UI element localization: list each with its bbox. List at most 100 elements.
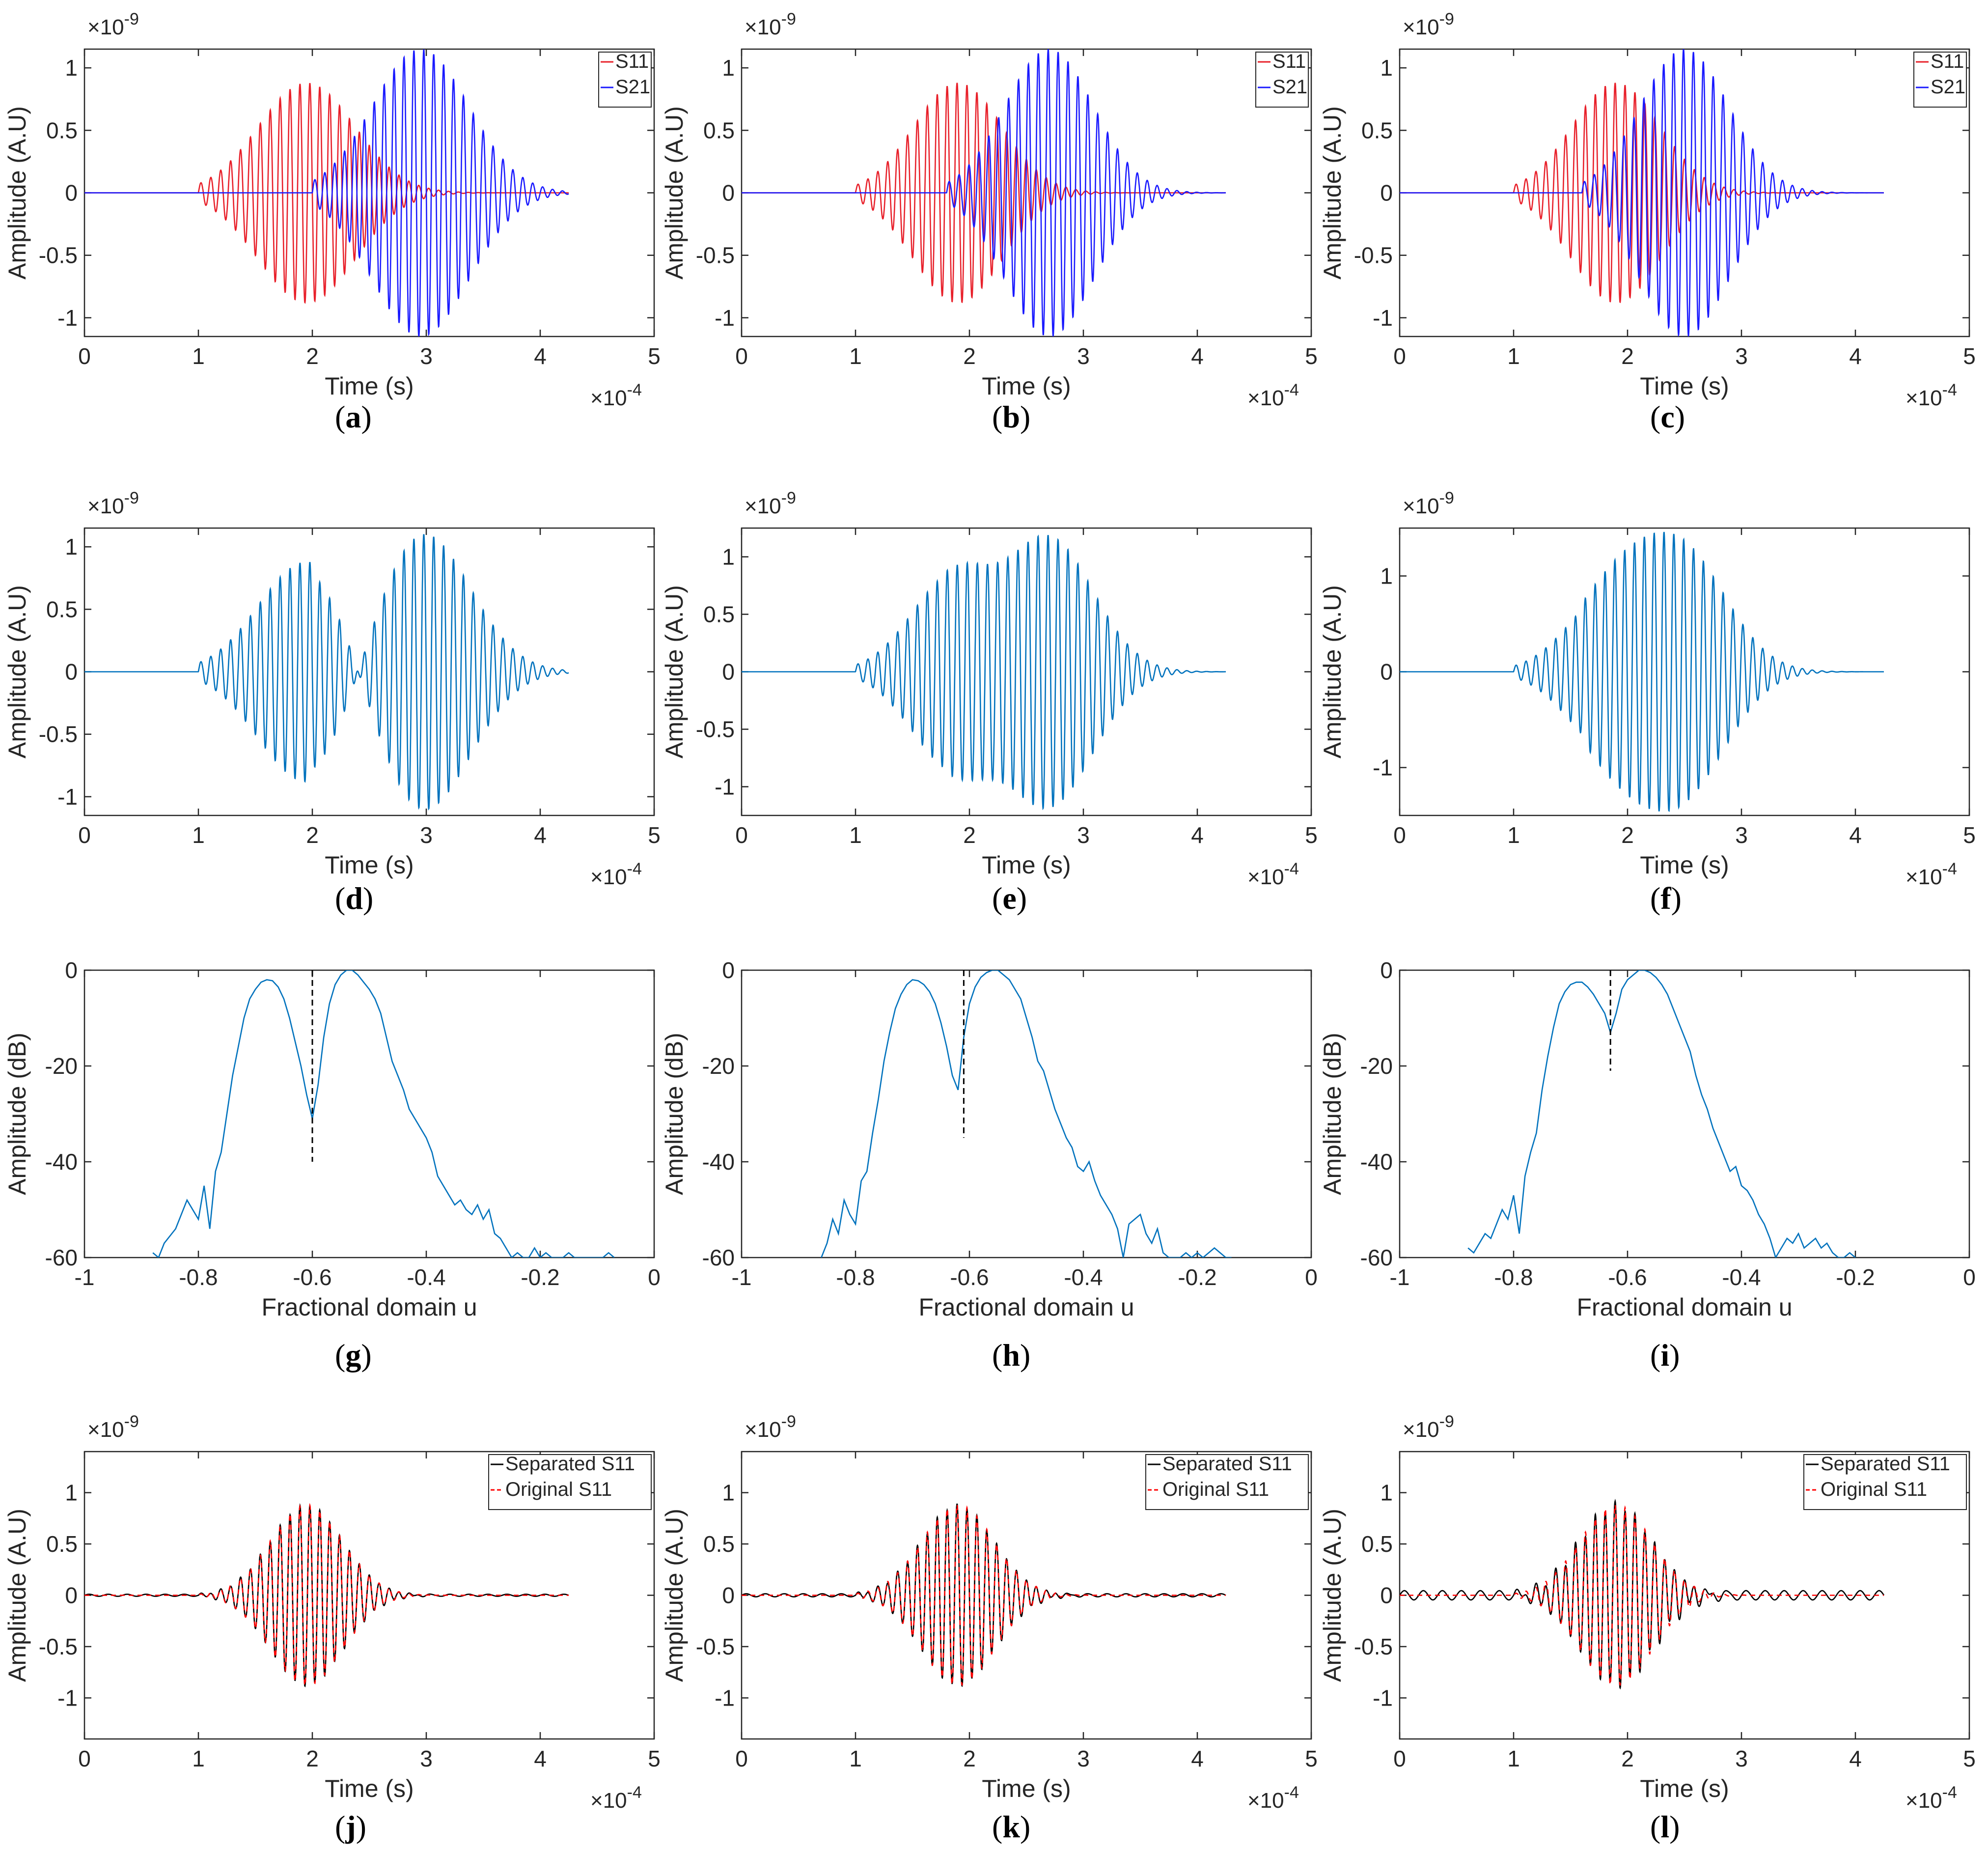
x-exponent-label: ×10-4 <box>1247 860 1299 889</box>
legend: Separated S11 Original S11 <box>488 1453 652 1510</box>
chart-a: 0 1 2 3 4 5 -1 -0.5 0 0.5 1 Time (s) Amplitude (A.U)… <box>3 10 661 434</box>
x-tick-label: -0.2 <box>1178 1264 1216 1290</box>
series-line-original-s11 <box>742 1502 1226 1686</box>
chart-e: 0 1 2 3 4 5 -1 -0.5 0 0.5 1 Time (s) Amplitude (A.U)… <box>661 489 1318 916</box>
y-tick-label: -1 <box>1373 755 1393 781</box>
y-exponent-label: ×10-9 <box>87 1412 139 1442</box>
series-line-frft-spectrum <box>1467 970 1856 1258</box>
x-tick-label: -0.8 <box>1494 1264 1533 1290</box>
x-tick-label: 0 <box>1305 1264 1318 1290</box>
chart-k: 0 1 2 3 4 5 -1 -0.5 0 0.5 1 Time (s) Amplitude (A.U)… <box>661 1412 1318 1844</box>
y-tick-label: 1 <box>722 55 735 81</box>
x-tick-label: 3 <box>1735 343 1748 369</box>
x-axis-label: Time (s) <box>1640 372 1729 400</box>
chart-i: -1 -0.8 -0.6 -0.4 -0.2 0 -60 -40 -20 0 Fractional … <box>1319 957 1976 1373</box>
chart-h: -1 -0.8 -0.6 -0.4 -0.2 0 -60 -40 -20 0 Fractional … <box>661 957 1318 1373</box>
y-tick-label: -1 <box>57 305 78 331</box>
y-tick-label: 0.5 <box>46 596 78 622</box>
y-tick-label: -0.5 <box>1354 243 1393 268</box>
x-tick-label: 2 <box>963 343 976 369</box>
x-tick-label: 1 <box>1507 343 1520 369</box>
y-axis-label: Amplitude (A.U) <box>1319 585 1346 758</box>
x-tick-label: 4 <box>1849 822 1862 848</box>
x-tick-label: 3 <box>420 1746 433 1771</box>
x-exponent-label: ×10-4 <box>1247 381 1299 410</box>
legend-label: Separated S11 <box>1821 1453 1950 1475</box>
x-tick-label: 3 <box>1735 822 1748 848</box>
legend-label: Original S11 <box>1162 1479 1269 1500</box>
x-tick-label: 2 <box>1621 822 1634 848</box>
y-tick-label: 0 <box>65 659 78 685</box>
y-tick-label: 1 <box>722 1480 735 1506</box>
x-tick-label: 2 <box>1621 1746 1634 1771</box>
chart-b: 0 1 2 3 4 5 -1 -0.5 0 0.5 1 Time (s) Amplitude (A.U)… <box>661 10 1318 434</box>
x-tick-label: 4 <box>1191 1746 1204 1771</box>
legend-label: S21 <box>1272 76 1307 98</box>
y-axis-label: Amplitude (A.U) <box>661 106 688 280</box>
y-axis-label: Amplitude (A.U) <box>1319 1509 1346 1682</box>
y-tick-label: -60 <box>702 1245 735 1270</box>
x-tick-label: 4 <box>1849 343 1862 369</box>
x-tick-label: 4 <box>534 343 547 369</box>
series-group <box>821 970 1232 1258</box>
panel-caption: (j) <box>335 1809 366 1844</box>
series-line-separated-s11 <box>84 1503 569 1687</box>
y-tick-label: 0 <box>65 1583 78 1608</box>
x-tick-label: -1 <box>1390 1264 1410 1290</box>
x-axis-label: Time (s) <box>1640 851 1729 879</box>
plot-area <box>83 969 655 1259</box>
x-tick-label: -0.8 <box>179 1264 218 1290</box>
x-exponent-label: ×10-4 <box>1247 1783 1299 1813</box>
panel-caption: (d) <box>335 881 373 916</box>
y-tick-label: -1 <box>1373 1685 1393 1710</box>
x-tick-label: 5 <box>1963 343 1976 369</box>
x-tick-label: 0 <box>1393 343 1406 369</box>
y-axis-label: Amplitude (dB) <box>661 1033 688 1195</box>
y-tick-label: 0 <box>722 659 735 685</box>
series-group <box>84 49 569 336</box>
x-tick-label: 0 <box>1393 1746 1406 1771</box>
legend-label: Original S11 <box>505 1479 612 1500</box>
series-line-s11-s21 <box>742 534 1226 811</box>
x-tick-label: 5 <box>648 822 661 848</box>
y-tick-label: -0.5 <box>696 1634 735 1659</box>
y-tick-label: 0.5 <box>46 117 78 143</box>
y-axis-label: Amplitude (A.U) <box>3 106 31 280</box>
legend-label: S21 <box>615 76 650 98</box>
y-tick-label: -40 <box>1360 1149 1393 1175</box>
legend-box <box>1803 1454 1967 1510</box>
y-tick-label: -0.5 <box>39 722 78 747</box>
legend-label: Separated S11 <box>505 1453 635 1475</box>
x-axis-label: Time (s) <box>982 851 1071 879</box>
y-tick-label: 0.5 <box>703 602 735 627</box>
x-tick-label: 4 <box>534 822 547 848</box>
x-exponent-label: ×10-4 <box>1905 381 1957 410</box>
y-axis-label: Amplitude (A.U) <box>1319 106 1346 280</box>
x-tick-label: -0.2 <box>1836 1264 1875 1290</box>
chart-l: 0 1 2 3 4 5 -1 -0.5 0 0.5 1 Time (s) Amplitude (A.U)… <box>1319 1412 1976 1844</box>
x-tick-label: 5 <box>1305 822 1318 848</box>
series-line-s21 <box>742 49 1226 336</box>
y-axis-label: Amplitude (dB) <box>1319 1033 1346 1195</box>
y-exponent-label: ×10-9 <box>1403 1412 1454 1442</box>
series-line-s11-s21 <box>1400 532 1884 812</box>
x-tick-label: 5 <box>1305 1746 1318 1771</box>
x-tick-label: -1 <box>732 1264 752 1290</box>
y-tick-label: -1 <box>57 1685 78 1710</box>
y-tick-label: -40 <box>45 1149 78 1175</box>
x-axis-label: Time (s) <box>325 372 414 400</box>
y-tick-label: -0.5 <box>1354 1634 1393 1659</box>
panel-caption: (l) <box>1650 1809 1680 1844</box>
x-tick-label: -0.4 <box>1064 1264 1103 1290</box>
x-axis-label: Fractional domain u <box>261 1293 477 1321</box>
x-tick-label: -0.8 <box>836 1264 875 1290</box>
x-tick-label: 0 <box>1393 822 1406 848</box>
x-tick-label: 3 <box>1735 1746 1748 1771</box>
y-axis-label: Amplitude (A.U) <box>3 585 31 758</box>
x-tick-label: 2 <box>1621 343 1634 369</box>
y-exponent-label: ×10-9 <box>745 1412 796 1442</box>
series-line-s21 <box>1400 49 1884 336</box>
x-tick-label: 1 <box>192 822 205 848</box>
panel-caption: (c) <box>1650 399 1685 434</box>
